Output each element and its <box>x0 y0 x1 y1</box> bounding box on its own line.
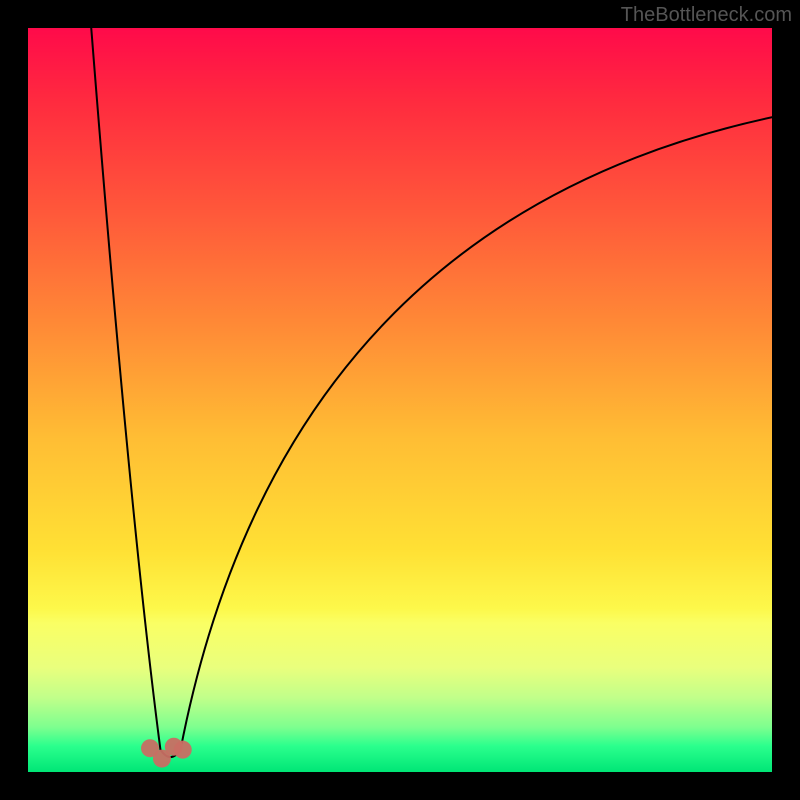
attribution-watermark: TheBottleneck.com <box>621 4 792 27</box>
bottleneck-chart <box>28 28 772 772</box>
gradient-background <box>28 28 772 772</box>
trough-marker-point <box>174 741 192 759</box>
chart-container: TheBottleneck.com <box>0 0 800 800</box>
plot-area <box>28 28 772 772</box>
